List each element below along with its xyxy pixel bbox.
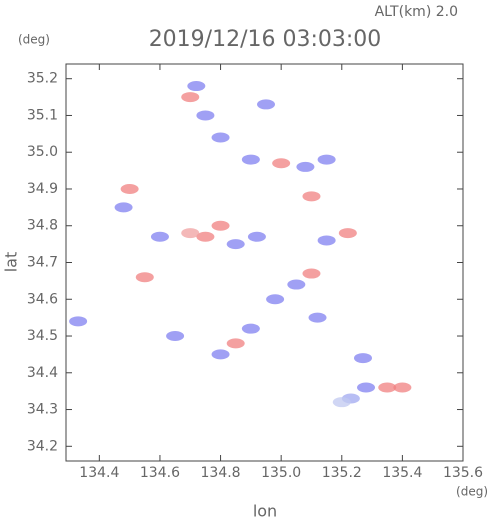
y-tick-label: 34.7 [27, 255, 58, 271]
y-tick-label: 34.9 [27, 181, 58, 197]
echo-blob [241, 323, 260, 334]
echo-blob [317, 154, 336, 165]
y-tick-label: 35.2 [27, 71, 58, 87]
echo-blob [114, 202, 133, 213]
echo-blob [196, 110, 215, 121]
echo-blob [266, 294, 285, 305]
echo-blob [211, 349, 230, 360]
echo-blob [135, 272, 154, 283]
echo-blob [120, 183, 139, 194]
echo-blob [166, 331, 185, 342]
chart-subtitle: ALT(km) 2.0 [375, 4, 458, 20]
echo-blob [378, 382, 397, 393]
x-tick-label: 134.8 [201, 465, 241, 481]
echo-blob [332, 397, 351, 408]
x-tick-label: 135.6 [443, 465, 483, 481]
x-axis-label: lon [253, 502, 277, 521]
echo-blob [296, 161, 315, 172]
y-tick-label: 35.0 [27, 144, 58, 160]
echo-blob [393, 382, 412, 393]
x-tick-label: 135.4 [382, 465, 422, 481]
echo-blob [211, 220, 230, 231]
chart-title: 2019/12/16 03:03:00 [149, 27, 382, 52]
y-tick-label: 35.1 [27, 107, 58, 123]
echo-blob [308, 312, 327, 323]
x-unit: (deg) [456, 485, 488, 499]
echo-blob [226, 338, 245, 349]
echo-blob [257, 99, 276, 110]
echo-blob [241, 154, 260, 165]
x-tick-label: 135.2 [322, 465, 362, 481]
echo-blob [247, 231, 266, 242]
echo-blob [338, 228, 357, 239]
x-tick-label: 134.6 [140, 465, 180, 481]
y-unit: (deg) [18, 33, 50, 47]
y-tick-label: 34.3 [27, 402, 58, 418]
y-axis-label: lat [2, 252, 21, 273]
echo-blob [302, 268, 321, 279]
echo-blob [181, 92, 200, 103]
echo-blob [187, 81, 206, 92]
echo-blob [226, 239, 245, 250]
y-tick-label: 34.8 [27, 218, 58, 234]
y-tick-label: 34.5 [27, 328, 58, 344]
y-tick-label: 34.6 [27, 291, 58, 307]
echo-blob [287, 279, 306, 290]
echo-blob [272, 158, 291, 169]
echo-blob [196, 231, 215, 242]
y-tick-label: 34.4 [27, 365, 58, 381]
echo-blob [353, 353, 372, 364]
echo-blob [211, 132, 230, 143]
echo-blob [357, 382, 376, 393]
echo-blob [302, 191, 321, 202]
y-tick-label: 34.2 [27, 438, 58, 454]
echo-blob [150, 231, 169, 242]
x-tick-label: 134.4 [79, 465, 119, 481]
echo-blob [317, 235, 336, 246]
plot-frame [65, 63, 464, 462]
x-tick-label: 135.0 [261, 465, 301, 481]
echo-blob [69, 316, 88, 327]
echo-blob [181, 228, 200, 239]
